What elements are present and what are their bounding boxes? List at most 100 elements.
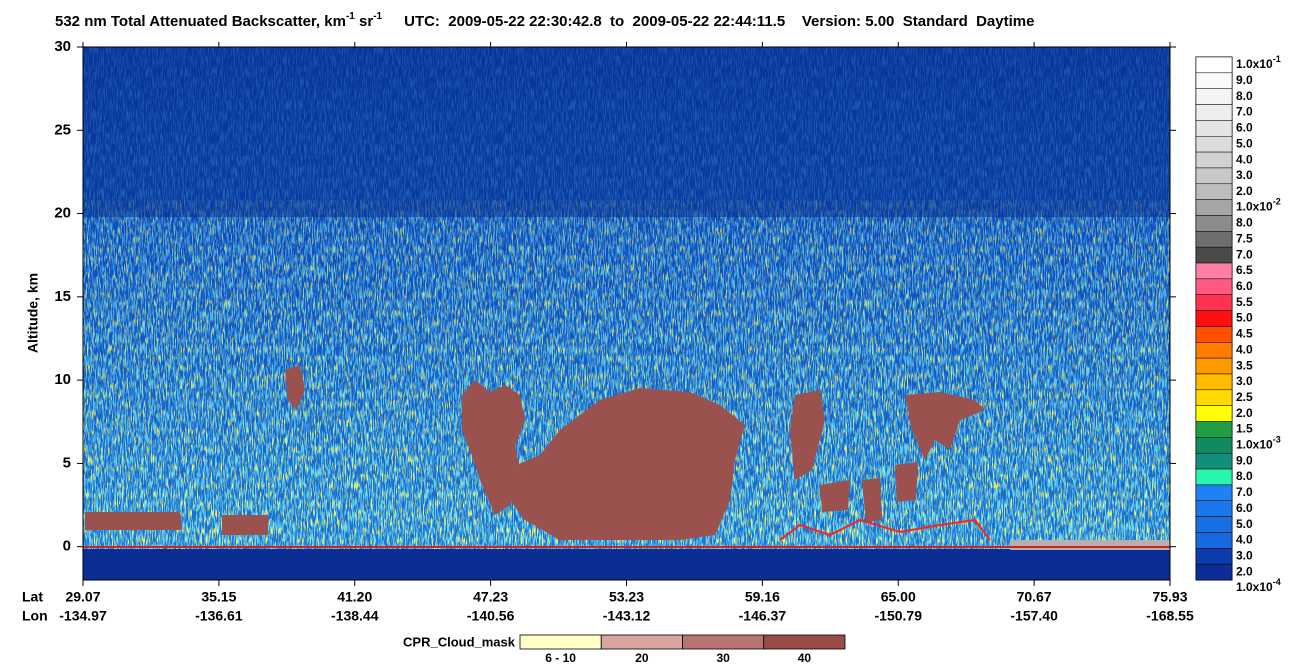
- lon-label: -140.56: [467, 608, 515, 624]
- cpr-legend-label: 20: [635, 651, 649, 665]
- colorbar-band: [1195, 56, 1233, 74]
- colorbar-label: 4.0: [1236, 152, 1253, 166]
- ground: [83, 549, 1170, 580]
- colorbar-label: 5.0: [1236, 517, 1253, 531]
- colorbar-label: 3.0: [1236, 374, 1253, 388]
- colorbar-label-base: 1.0x10: [1236, 200, 1273, 214]
- colorbar-label: 4.0: [1236, 342, 1253, 356]
- colorbar-label: 3.5: [1236, 358, 1253, 372]
- colorbar-band: [1195, 278, 1233, 295]
- lon-label: -168.55: [1146, 608, 1194, 624]
- colorbar-band: [1195, 104, 1233, 121]
- cpr-legend-swatch: [519, 634, 602, 650]
- y-tick-label: 25: [54, 121, 71, 138]
- y-tick-label: 15: [54, 288, 71, 305]
- title-sup: -1: [373, 11, 382, 22]
- cloud: [820, 480, 850, 512]
- colorbar-label: 6.0: [1236, 121, 1253, 135]
- colorbar-label: 6.0: [1236, 501, 1253, 515]
- lat-label: 41.20: [337, 589, 372, 605]
- colorbar-band: [1195, 342, 1233, 359]
- lat-label: 29.07: [65, 589, 100, 605]
- cpr-legend-swatch: [682, 634, 765, 650]
- colorbar-label: 2.0: [1236, 406, 1253, 420]
- colorbar-label-exp: -3: [1273, 435, 1281, 445]
- lon-label: -146.37: [739, 608, 787, 624]
- lat-label: 70.67: [1017, 589, 1052, 605]
- colorbar-band: [1195, 120, 1233, 137]
- cpr-legend-title: CPR_Cloud_mask: [403, 634, 516, 649]
- cpr-legend-swatch: [600, 634, 683, 650]
- cpr-legend-label: 30: [716, 651, 730, 665]
- colorbar-label: 2.0: [1236, 564, 1253, 578]
- colorbar-band: [1195, 72, 1233, 89]
- colorbar-label: 3.0: [1236, 168, 1253, 182]
- lon-label: -138.44: [331, 608, 379, 624]
- colorbar-label: 2.5: [1236, 390, 1253, 404]
- surface-return: [1010, 540, 1170, 550]
- colorbar-band: [1195, 262, 1233, 280]
- colorbar-label-exp: -4: [1273, 577, 1281, 587]
- lat-row-label: Lat: [22, 589, 43, 605]
- surface-detail: [779, 518, 991, 541]
- colorbar-label: 9.0: [1236, 453, 1253, 467]
- lon-label: -134.97: [59, 608, 107, 624]
- cloud: [790, 390, 825, 480]
- colorbar-label: 5.0: [1236, 311, 1253, 325]
- colorbar-label: 4.0: [1236, 533, 1253, 547]
- title-main: 532 nm Total Attenuated Backscatter, km: [55, 13, 346, 30]
- colorbar-band: [1195, 310, 1233, 327]
- y-axis-label: Altitude, km: [25, 273, 41, 353]
- colorbar-band: [1195, 484, 1233, 502]
- cloud: [85, 512, 182, 530]
- colorbar-band: [1195, 167, 1233, 185]
- colorbar-label-base: 1.0x10: [1236, 580, 1273, 594]
- cloud: [862, 478, 882, 522]
- colorbar-label: 1.0x10-2: [1236, 197, 1281, 214]
- colorbar-label-exp: -1: [1273, 54, 1281, 64]
- cpr-clouds: [85, 365, 985, 540]
- chart-title: 532 nm Total Attenuated Backscatter, km -…: [55, 11, 1034, 30]
- y-tick-label: 0: [63, 538, 71, 555]
- colorbar-band: [1195, 373, 1233, 391]
- cpr-legend-label: 6 - 10: [545, 651, 576, 665]
- lat-label: 65.00: [881, 589, 916, 605]
- colorbar-band: [1195, 294, 1233, 311]
- colorbar-label: 7.0: [1236, 485, 1253, 499]
- colorbar-band: [1195, 532, 1233, 549]
- colorbar-band: [1195, 357, 1233, 375]
- lat-label: 47.23: [473, 589, 508, 605]
- colorbar-band: [1195, 516, 1233, 533]
- colorbar-label: 8.0: [1236, 469, 1253, 483]
- colorbar-label: 5.5: [1236, 295, 1253, 309]
- colorbar-label: 5.0: [1236, 136, 1253, 150]
- cloud: [905, 392, 985, 460]
- colorbar-label-exp: -2: [1273, 197, 1281, 207]
- colorbar-band: [1195, 437, 1233, 454]
- colorbar-label: 3.0: [1236, 548, 1253, 562]
- title-mid: sr: [355, 13, 374, 30]
- colorbar-label: 1.5: [1236, 422, 1253, 436]
- cpr-legend-label: 40: [798, 651, 812, 665]
- colorbar-band: [1195, 500, 1233, 517]
- colorbar-band: [1195, 88, 1233, 105]
- lon-label: -136.61: [195, 608, 243, 624]
- colorbar-band: [1195, 183, 1233, 200]
- colorbar-band: [1195, 151, 1233, 169]
- y-tick-label: 30: [54, 38, 71, 55]
- y-tick-label: 5: [63, 454, 71, 471]
- colorbar-band: [1195, 389, 1233, 406]
- lon-label: -150.79: [875, 608, 923, 624]
- colorbar-label: 2.0: [1236, 184, 1253, 198]
- colorbar-band: [1195, 421, 1233, 438]
- colorbar-band: [1195, 215, 1233, 232]
- colorbar-band: [1195, 135, 1233, 153]
- colorbar-label: 1.0x10-3: [1236, 435, 1281, 452]
- y-tick-label: 20: [54, 205, 71, 222]
- colorbar-band: [1195, 468, 1233, 486]
- lat-label: 35.15: [201, 589, 236, 605]
- colorbar-label: 1.0x10-4: [1236, 577, 1281, 594]
- colorbar-band: [1195, 405, 1233, 422]
- cloud: [895, 462, 918, 502]
